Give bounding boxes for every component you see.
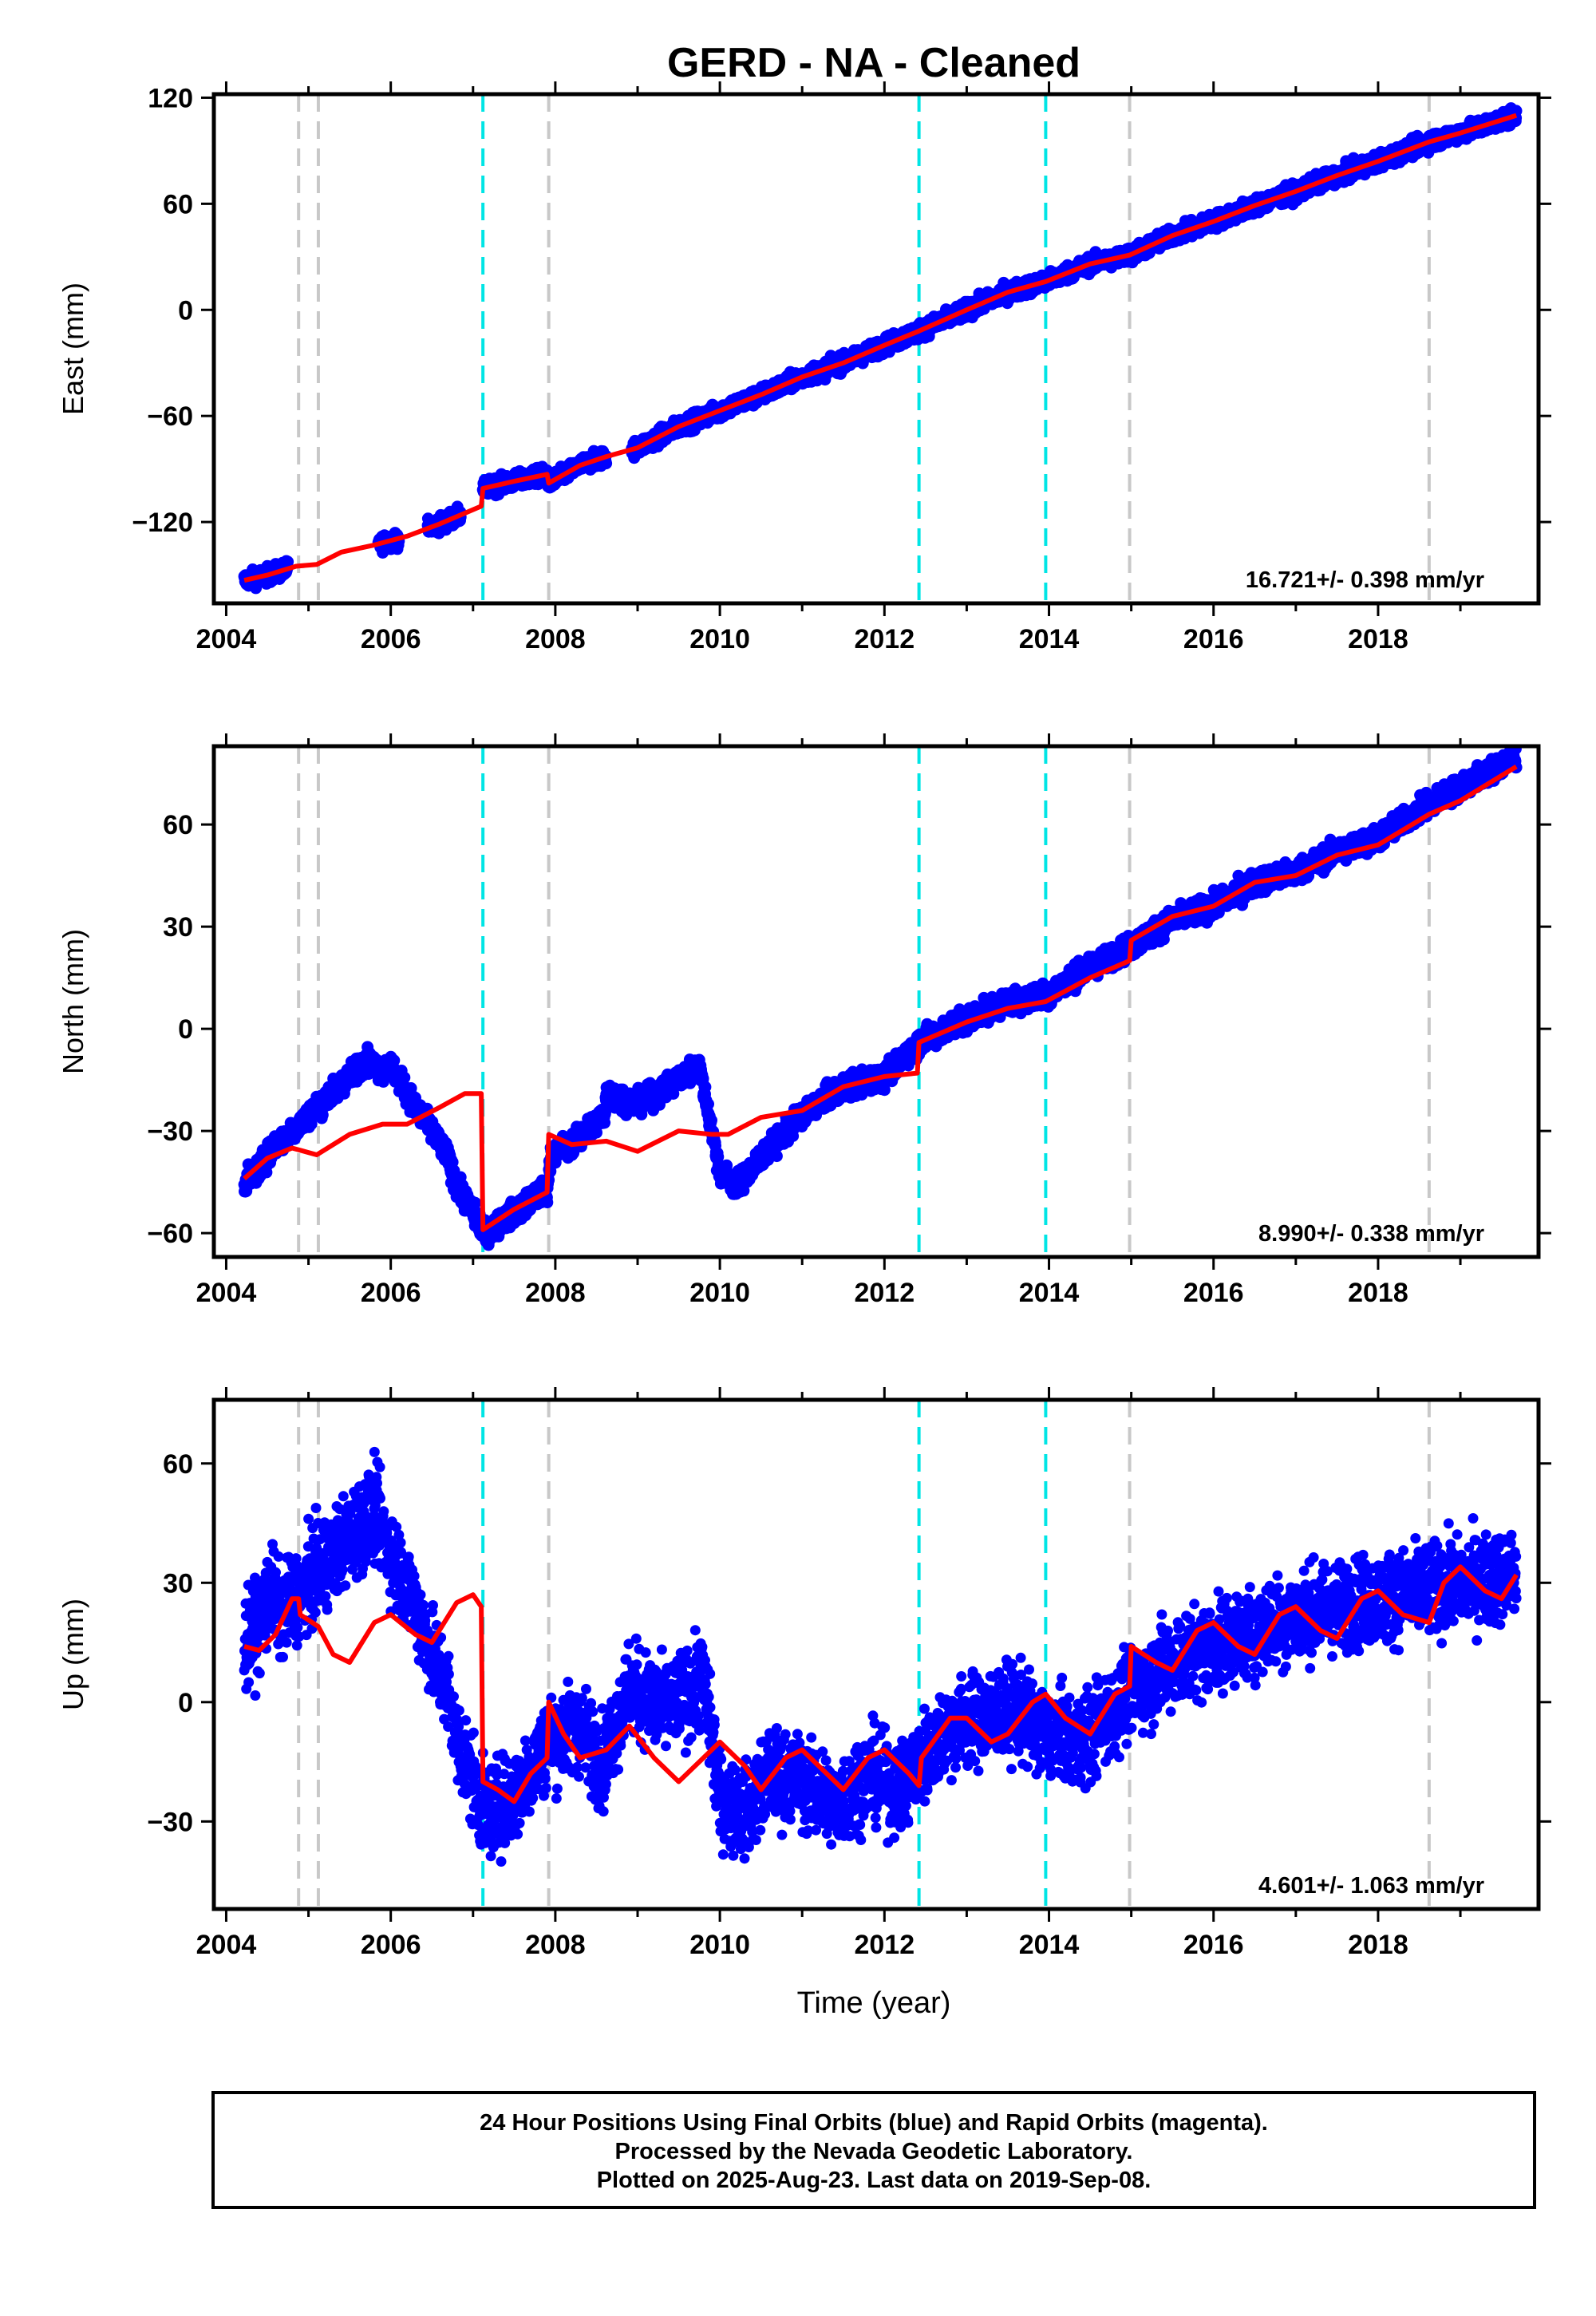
y-tick-label: −120 bbox=[132, 508, 193, 538]
x-tick-label: 2018 bbox=[1348, 624, 1408, 654]
plot-area bbox=[238, 94, 1523, 603]
data-point bbox=[388, 1054, 401, 1067]
x-tick-label: 2014 bbox=[1019, 624, 1080, 654]
data-point bbox=[398, 1071, 411, 1084]
x-tick-label: 2006 bbox=[361, 624, 421, 654]
x-tick-label: 2012 bbox=[854, 624, 915, 654]
data-points bbox=[238, 746, 1523, 1251]
x-tick-label: 2016 bbox=[1183, 624, 1244, 654]
x-tick-label: 2010 bbox=[689, 624, 750, 654]
data-point bbox=[541, 1196, 554, 1209]
model-fit-line bbox=[243, 113, 1518, 583]
y-tick-label: −60 bbox=[147, 401, 193, 432]
panel-east: 120 60 0 −60 −120 2004 2006 2008 2010 2012 2014 201… bbox=[57, 81, 1551, 654]
data-point bbox=[469, 1196, 482, 1209]
y-tick-label: 0 bbox=[178, 295, 193, 326]
y-tick-label: 120 bbox=[148, 83, 193, 113]
plot-area bbox=[238, 746, 1523, 1257]
data-point bbox=[1510, 105, 1523, 117]
y-tick-label: 60 bbox=[163, 189, 193, 219]
x-tick-label: 2008 bbox=[525, 624, 586, 654]
x-tick-label: 2004 bbox=[196, 624, 257, 654]
data-points bbox=[238, 102, 1523, 595]
chart-title: GERD - NA - Cleaned bbox=[667, 40, 1080, 86]
y-axis-label: East (mm) bbox=[57, 283, 89, 415]
plot-frame bbox=[211, 92, 1541, 606]
data-point bbox=[600, 457, 613, 470]
rate-label: 16.721+/- 0.398 mm/yr bbox=[1246, 567, 1484, 593]
data-point bbox=[282, 555, 294, 568]
